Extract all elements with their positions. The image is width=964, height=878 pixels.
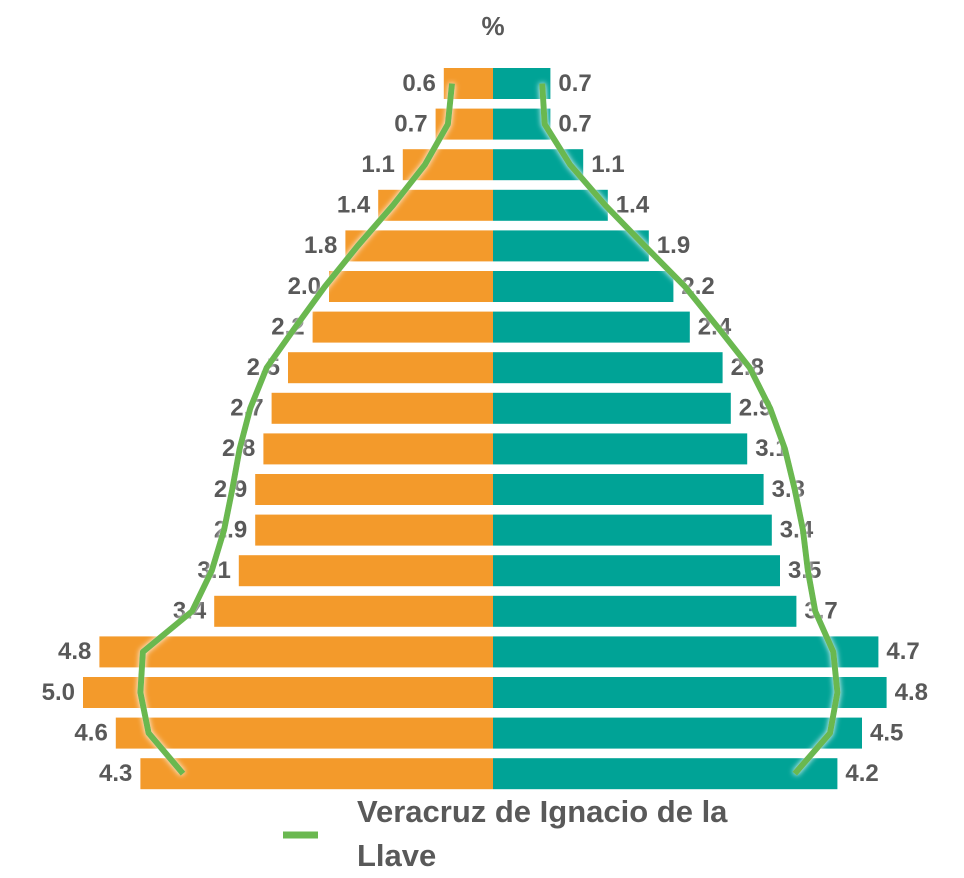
bar bbox=[493, 311, 690, 343]
bar bbox=[493, 230, 649, 262]
bar bbox=[493, 108, 551, 140]
value-label: 1.8 bbox=[304, 232, 337, 259]
bar bbox=[493, 271, 674, 302]
value-label: 1.4 bbox=[337, 192, 371, 219]
bar bbox=[288, 352, 493, 384]
bar bbox=[214, 595, 493, 627]
bar bbox=[493, 433, 748, 465]
value-label: 3.3 bbox=[772, 476, 805, 503]
bar bbox=[493, 555, 780, 587]
value-label: 4.6 bbox=[74, 719, 107, 746]
bar bbox=[255, 514, 493, 546]
bar bbox=[493, 352, 723, 384]
bar bbox=[271, 392, 493, 424]
value-label: 0.7 bbox=[558, 110, 591, 137]
bar bbox=[83, 677, 493, 708]
line-series bbox=[539, 83, 841, 776]
line-series bbox=[137, 83, 455, 776]
value-label: 4.8 bbox=[895, 679, 928, 706]
value-label: 0.7 bbox=[558, 70, 591, 97]
bar bbox=[493, 595, 797, 627]
bar bbox=[493, 758, 838, 790]
bar bbox=[493, 189, 608, 221]
bar bbox=[493, 514, 772, 546]
bar bbox=[329, 271, 493, 302]
chart-title: % bbox=[481, 11, 504, 41]
bar bbox=[263, 433, 493, 465]
value-label: 0.7 bbox=[394, 110, 427, 137]
value-label: 4.7 bbox=[886, 638, 919, 665]
value-label: 1.1 bbox=[361, 151, 394, 178]
value-label: 4.8 bbox=[58, 638, 91, 665]
bar bbox=[493, 677, 887, 708]
value-label: 5.0 bbox=[42, 679, 75, 706]
bar bbox=[493, 636, 879, 668]
value-label: 0.6 bbox=[402, 70, 435, 97]
value-label: 1.4 bbox=[616, 192, 650, 219]
value-label: 4.5 bbox=[870, 719, 903, 746]
legend-label: Veracruz de Ignacio de la Llave bbox=[357, 794, 728, 873]
bar bbox=[312, 311, 493, 343]
value-label: 1.1 bbox=[591, 151, 624, 178]
bar bbox=[99, 636, 494, 668]
bar bbox=[493, 474, 764, 505]
bar bbox=[238, 555, 493, 587]
value-label: 4.2 bbox=[845, 760, 878, 787]
value-label: 4.3 bbox=[99, 760, 132, 787]
value-label: 3.4 bbox=[780, 516, 814, 543]
bar bbox=[140, 758, 493, 790]
value-label: 1.9 bbox=[657, 232, 690, 259]
bar bbox=[493, 392, 731, 424]
bar bbox=[115, 717, 494, 749]
bar bbox=[255, 474, 493, 505]
bar bbox=[493, 717, 862, 749]
